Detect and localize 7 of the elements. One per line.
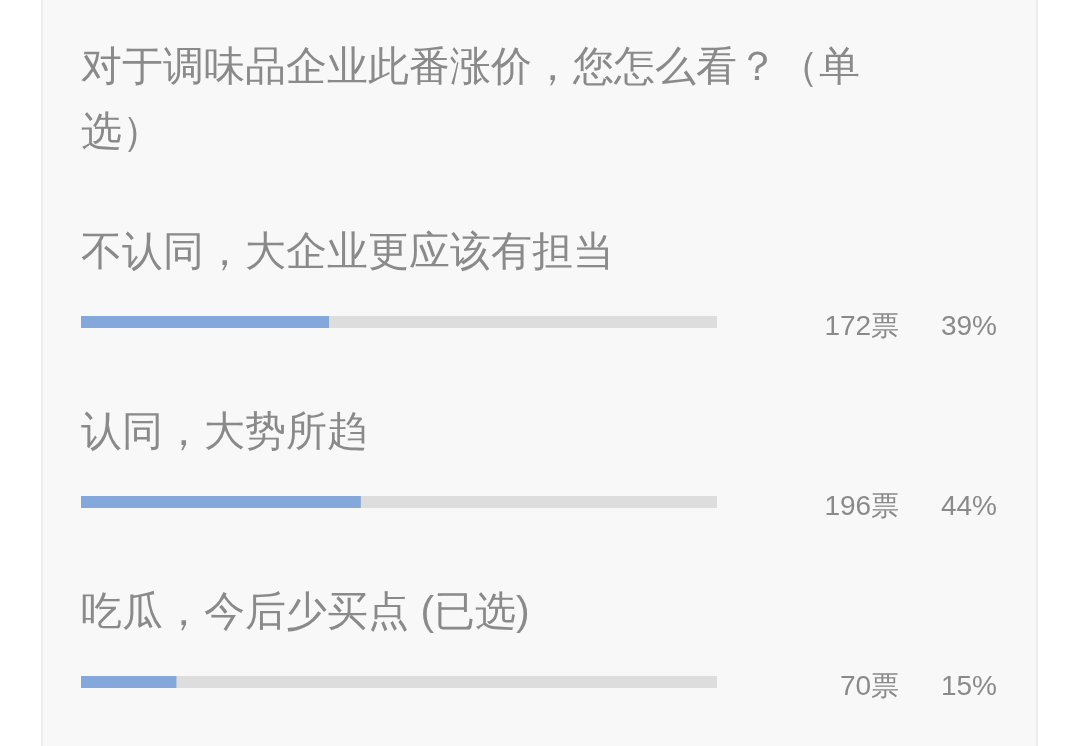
y-tick-label: 吃瓜，今后少买点 (已选) [81,588,530,634]
chart-title: 对于调味品企业此番涨价，您怎么看？（单选） [81,43,860,154]
data-label: 196票 44% [824,490,997,521]
data-label: 172票 39% [824,310,997,341]
y-tick-label: 认同，大势所趋 [81,408,368,454]
y-tick-label: 不认同，大企业更应该有担当 [81,228,614,274]
data-label: 70票 15% [840,670,997,701]
